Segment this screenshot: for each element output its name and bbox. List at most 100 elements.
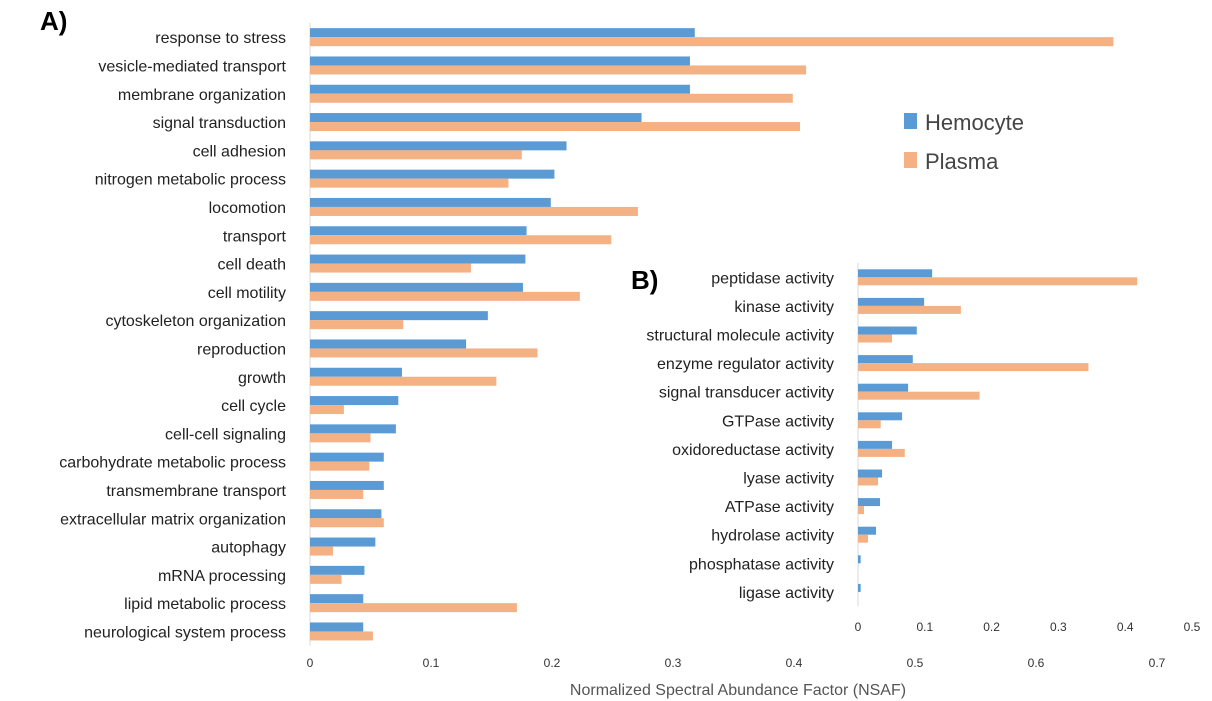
bar-hemocyte-cell-death bbox=[310, 254, 526, 264]
bar-plasma-cell-motility bbox=[310, 291, 580, 301]
bar-hemocyte-vesicle-mediated-transport bbox=[310, 56, 690, 66]
bar-plasma-atpase-activity bbox=[858, 506, 865, 515]
bar-plasma-signal-transducer-activity bbox=[858, 391, 980, 400]
bar-plasma-enzyme-regulator-activity bbox=[858, 363, 1089, 372]
category-label-atpase-activity: ATPase activity bbox=[725, 499, 834, 516]
x-tick-label: 0.6 bbox=[1028, 656, 1045, 670]
bar-hemocyte-lipid-metabolic-process bbox=[310, 594, 364, 604]
bar-hemocyte-cytoskeleton-organization bbox=[310, 311, 488, 321]
bar-plasma-lyase-activity bbox=[858, 477, 879, 486]
bar-plasma-membrane-organization bbox=[310, 93, 793, 103]
category-label-phosphatase-activity: phosphatase activity bbox=[689, 556, 834, 573]
x-tick-label: 0.1 bbox=[916, 620, 933, 634]
bar-plasma-gtpase-activity bbox=[858, 420, 881, 429]
category-label-lipid-metabolic-process: lipid metabolic process bbox=[124, 596, 286, 613]
bar-plasma-transport bbox=[310, 235, 612, 245]
category-label-carbohydrate-metabolic-process: carbohydrate metabolic process bbox=[59, 455, 286, 472]
category-label-cell-cell-signaling: cell-cell signaling bbox=[165, 426, 286, 443]
x-tick-label: 0.7 bbox=[1149, 656, 1166, 670]
x-tick-label: 0.1 bbox=[423, 656, 440, 670]
category-label-extracellular-matrix-organization: extracellular matrix organization bbox=[60, 511, 286, 528]
bar-hemocyte-signal-transducer-activity bbox=[858, 383, 909, 392]
bar-hemocyte-cell-adhesion bbox=[310, 141, 567, 151]
bar-hemocyte-ligase-activity bbox=[858, 583, 861, 592]
category-label-ligase-activity: ligase activity bbox=[739, 585, 834, 602]
bar-plasma-kinase-activity bbox=[858, 305, 961, 314]
bar-plasma-lipid-metabolic-process bbox=[310, 603, 517, 613]
category-label-oxidoreductase-activity: oxidoreductase activity bbox=[672, 442, 834, 459]
x-axis-title: Normalized Spectral Abundance Factor (NS… bbox=[570, 682, 906, 699]
category-label-response-to-stress: response to stress bbox=[155, 30, 286, 47]
x-tick-label: 0.3 bbox=[665, 656, 682, 670]
category-label-neurological-system-process: neurological system process bbox=[84, 624, 286, 641]
legend-swatch-hemocyte bbox=[904, 113, 917, 129]
bar-hemocyte-enzyme-regulator-activity bbox=[858, 355, 913, 364]
bar-hemocyte-lyase-activity bbox=[858, 469, 883, 478]
bar-hemocyte-gtpase-activity bbox=[858, 412, 903, 421]
category-label-reproduction: reproduction bbox=[197, 341, 286, 358]
panel-a-label: A) bbox=[40, 6, 67, 36]
x-tick-label: 0 bbox=[307, 656, 314, 670]
bar-hemocyte-hydrolase-activity bbox=[858, 526, 877, 535]
category-label-transmembrane-transport: transmembrane transport bbox=[106, 483, 286, 500]
bar-hemocyte-peptidase-activity bbox=[858, 269, 933, 278]
bar-hemocyte-structural-molecule-activity bbox=[858, 326, 917, 335]
bar-plasma-response-to-stress bbox=[310, 37, 1114, 47]
bar-hemocyte-transmembrane-transport bbox=[310, 480, 384, 490]
x-tick-label: 0.2 bbox=[544, 656, 561, 670]
bar-hemocyte-transport bbox=[310, 226, 527, 236]
bar-plasma-carbohydrate-metabolic-process bbox=[310, 461, 370, 471]
category-label-signal-transduction: signal transduction bbox=[153, 115, 286, 132]
bar-plasma-cell-cycle bbox=[310, 405, 344, 415]
bar-plasma-mrna-processing bbox=[310, 574, 342, 584]
legend: Hemocyte Plasma bbox=[904, 110, 1024, 174]
bar-plasma-cell-cell-signaling bbox=[310, 433, 371, 443]
bar-plasma-transmembrane-transport bbox=[310, 489, 364, 499]
category-label-kinase-activity: kinase activity bbox=[734, 299, 834, 316]
bar-plasma-cell-death bbox=[310, 263, 471, 273]
category-label-enzyme-regulator-activity: enzyme regulator activity bbox=[657, 356, 834, 373]
category-label-mrna-processing: mRNA processing bbox=[158, 568, 286, 585]
category-label-locomotion: locomotion bbox=[209, 200, 286, 217]
bar-plasma-cell-adhesion bbox=[310, 150, 522, 160]
bar-hemocyte-atpase-activity bbox=[858, 498, 881, 507]
bar-plasma-reproduction bbox=[310, 348, 538, 358]
bar-hemocyte-cell-cycle bbox=[310, 396, 399, 406]
x-tick-label: 0.5 bbox=[1184, 620, 1201, 634]
category-label-peptidase-activity: peptidase activity bbox=[711, 270, 834, 287]
bar-plasma-vesicle-mediated-transport bbox=[310, 65, 807, 75]
category-label-lyase-activity: lyase activity bbox=[743, 471, 834, 488]
legend-swatch-plasma bbox=[904, 152, 917, 168]
bar-hemocyte-cell-cell-signaling bbox=[310, 424, 396, 434]
bar-plasma-signal-transduction bbox=[310, 122, 801, 132]
bar-plasma-hydrolase-activity bbox=[858, 534, 869, 543]
bar-hemocyte-autophagy bbox=[310, 537, 376, 547]
bar-plasma-extracellular-matrix-organization bbox=[310, 518, 384, 528]
chart-b: peptidase activity kinase activity structu… bbox=[646, 263, 1201, 634]
category-label-hydrolase-activity: hydrolase activity bbox=[711, 528, 834, 545]
x-tick-label: 0 bbox=[855, 620, 862, 634]
legend-label-hemocyte: Hemocyte bbox=[925, 110, 1024, 135]
bar-hemocyte-carbohydrate-metabolic-process bbox=[310, 452, 384, 462]
bar-plasma-neurological-system-process bbox=[310, 631, 373, 641]
legend-label-plasma: Plasma bbox=[925, 149, 999, 174]
bar-hemocyte-kinase-activity bbox=[858, 297, 925, 306]
bar-hemocyte-oxidoreductase-activity bbox=[858, 440, 893, 449]
bar-hemocyte-phosphatase-activity bbox=[858, 555, 861, 564]
chart-a: response to stress vesicle-mediated trans… bbox=[59, 23, 1166, 670]
category-label-cell-death: cell death bbox=[218, 257, 287, 274]
bar-plasma-growth bbox=[310, 376, 497, 386]
bar-plasma-autophagy bbox=[310, 546, 333, 556]
bar-hemocyte-neurological-system-process bbox=[310, 622, 364, 632]
x-tick-label: 0.5 bbox=[907, 656, 924, 670]
x-tick-label: 0.4 bbox=[1117, 620, 1134, 634]
x-tick-label: 0.4 bbox=[786, 656, 803, 670]
category-label-nitrogen-metabolic-process: nitrogen metabolic process bbox=[95, 172, 286, 189]
bar-hemocyte-cell-motility bbox=[310, 282, 523, 292]
bar-plasma-peptidase-activity bbox=[858, 277, 1138, 286]
bar-hemocyte-extracellular-matrix-organization bbox=[310, 509, 382, 519]
bar-plasma-structural-molecule-activity bbox=[858, 334, 893, 343]
bar-plasma-locomotion bbox=[310, 206, 638, 216]
bar-plasma-oxidoreductase-activity bbox=[858, 448, 905, 457]
category-label-transport: transport bbox=[223, 228, 287, 245]
